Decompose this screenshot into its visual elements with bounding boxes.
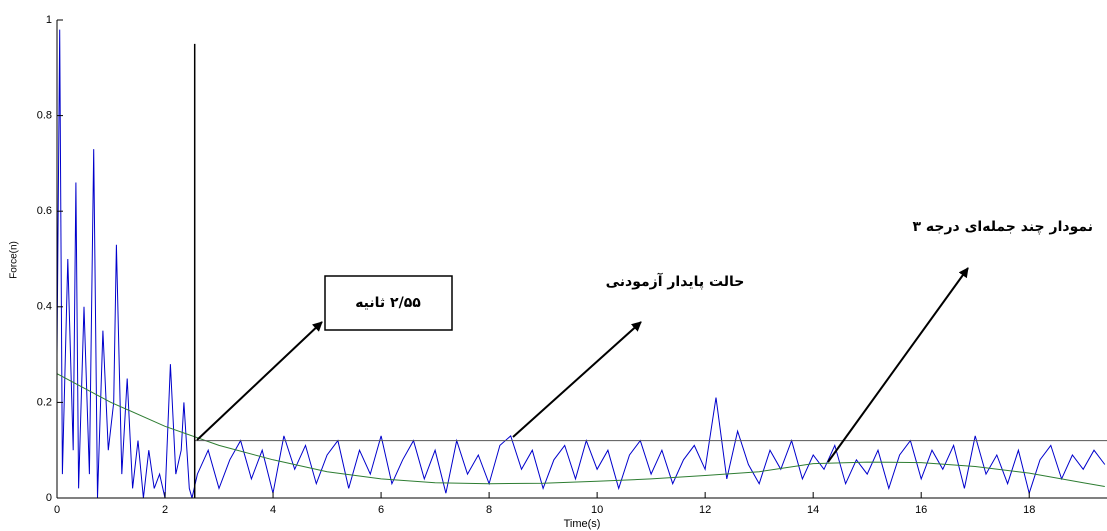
- plot-area: [56, 29, 1107, 499]
- series-line: [56, 29, 1106, 499]
- x-tick-label: 8: [486, 504, 492, 516]
- annotation: ۲/۵۵ ثانیه: [355, 295, 421, 311]
- y-tick-label: 0.2: [37, 396, 52, 408]
- x-tick-label: 4: [270, 504, 276, 516]
- x-tick-label: 16: [915, 504, 927, 516]
- x-tick-label: 14: [807, 504, 819, 516]
- annotation-box: [324, 275, 453, 331]
- y-tick-label: 0.8: [37, 110, 52, 122]
- annotation: حالت پایدار آزمودنی: [606, 272, 745, 290]
- x-axis-label: Time(s): [564, 518, 601, 530]
- y-tick-label: 0.4: [37, 301, 52, 313]
- x-tick-label: 6: [378, 504, 384, 516]
- x-tick-label: 12: [699, 504, 711, 516]
- x-tick-label: 0: [54, 504, 60, 516]
- x-tick-label: 2: [162, 504, 168, 516]
- arrow: [196, 321, 323, 441]
- arrow: [512, 321, 642, 438]
- arrow: [827, 267, 969, 463]
- y-axis-label: Force(n): [9, 241, 20, 279]
- y-tick-label: 1: [46, 14, 52, 26]
- annotation: نمودار چند جمله‌ای درجه ۳: [912, 219, 1093, 235]
- series-line: [56, 373, 1105, 487]
- y-tick-label: 0: [46, 492, 52, 504]
- y-tick-label: 0.6: [37, 205, 52, 217]
- x-tick-label: 18: [1023, 504, 1035, 516]
- x-tick-label: 10: [591, 504, 603, 516]
